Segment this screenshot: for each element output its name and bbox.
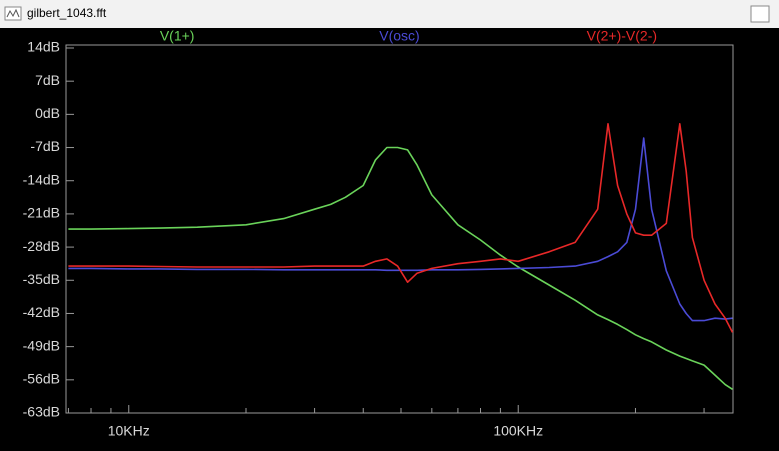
y-tick-label: 7dB [35,72,60,88]
y-tick-label: -42dB [23,304,60,320]
y-tick-label: -21dB [23,205,60,221]
y-tick-label: -28dB [23,238,60,254]
y-tick-label: -7dB [30,138,60,154]
x-tick-label: 100KHz [493,423,543,439]
series-line [68,137,733,322]
y-tick-label: 0dB [35,105,60,121]
series-line [68,146,733,390]
restore-button[interactable] [750,5,770,23]
y-tick-label: -14dB [23,171,60,187]
y-tick-label: -49dB [23,337,60,353]
legend-entry: V(2+)-V(2-) [587,28,657,44]
legend-entry: V(1+) [160,28,195,44]
y-tick-label: -63dB [23,404,60,420]
y-tick-label: -35dB [23,271,60,287]
y-tick-label: -56dB [23,371,60,387]
y-tick-label: 14dB [27,39,60,55]
window-title: gilbert_1043.fft [27,6,107,20]
title-bar [0,0,779,28]
series-line [68,123,734,333]
plot-background [0,28,779,446]
x-tick-label: 10KHz [108,423,150,439]
window-icon-glyph [6,8,20,18]
window-icon [4,6,22,21]
legend-entry: V(osc) [379,28,419,44]
plot-frame [65,44,734,414]
